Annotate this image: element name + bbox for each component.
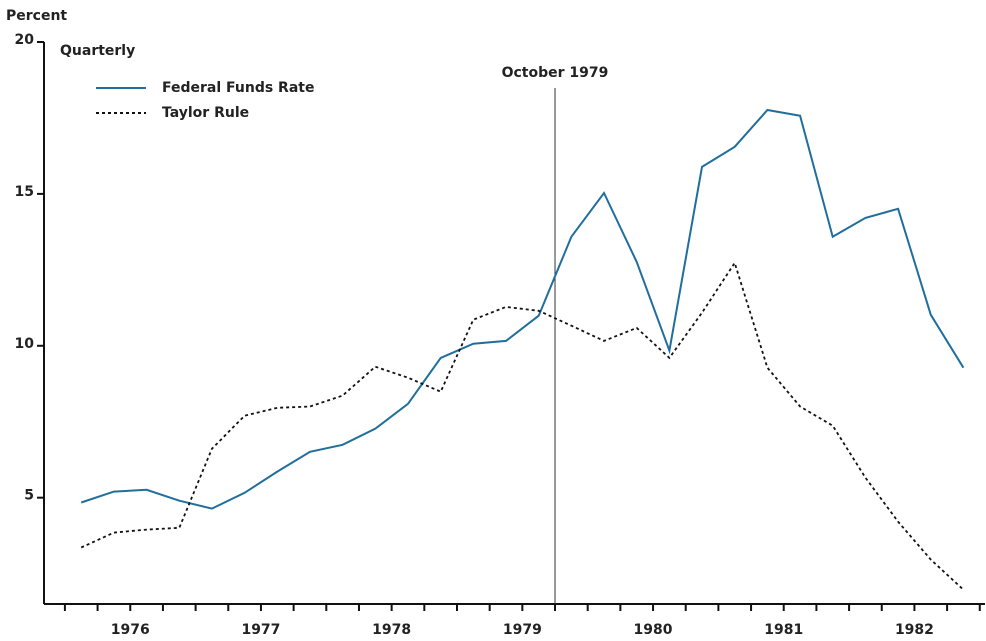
subtitle: Quarterly [60, 43, 135, 59]
y-tick-label: 15 [15, 184, 34, 200]
y-tick-label: 5 [24, 488, 34, 504]
x-tick-label: 1977 [241, 622, 280, 638]
x-tick-label: 1981 [764, 622, 803, 638]
legend-label: Federal Funds Rate [162, 80, 314, 96]
x-tick-label: 1982 [895, 622, 934, 638]
x-tick-label: 1980 [634, 622, 673, 638]
legend-label: Taylor Rule [162, 105, 249, 121]
series-line [80, 108, 965, 510]
y-tick-label: 20 [15, 32, 35, 48]
y-axis-label: Percent [6, 8, 67, 24]
x-tick-label: 1978 [372, 622, 411, 638]
annotation-label: October 1979 [502, 65, 609, 81]
x-tick-label: 1979 [503, 622, 542, 638]
y-tick-label: 10 [15, 336, 35, 352]
series-line [80, 260, 965, 591]
x-tick-label: 1976 [111, 622, 150, 638]
